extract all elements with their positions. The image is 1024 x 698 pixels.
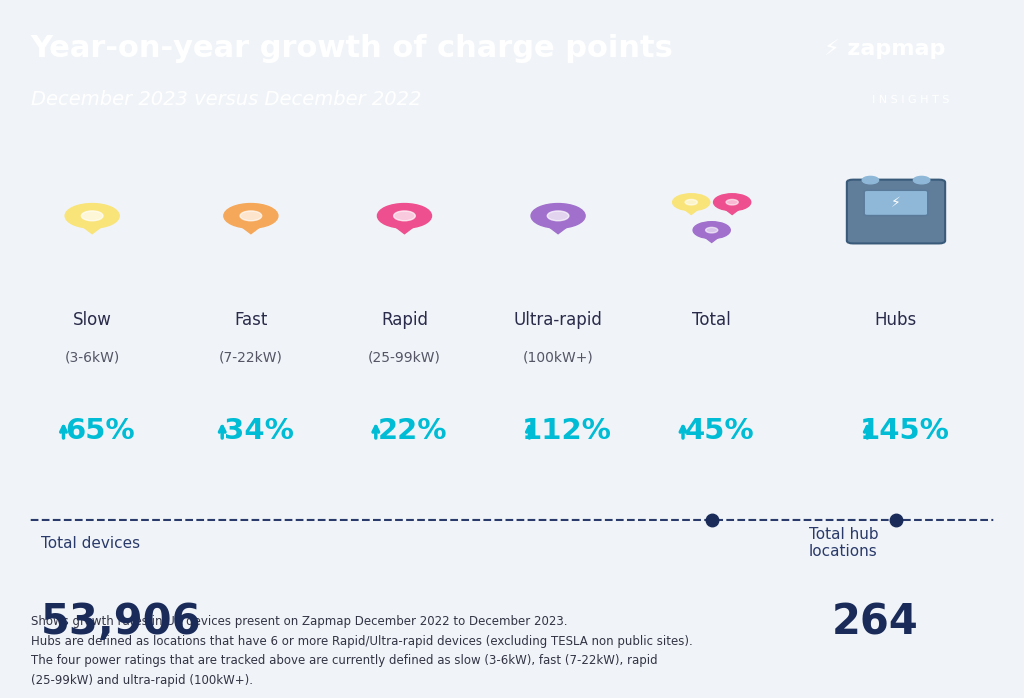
Text: Total: Total <box>692 311 731 329</box>
Text: I N S I G H T S: I N S I G H T S <box>872 95 950 105</box>
Text: Total devices: Total devices <box>41 536 140 551</box>
Circle shape <box>706 228 718 233</box>
FancyBboxPatch shape <box>847 179 945 244</box>
Text: 145%: 145% <box>859 417 949 445</box>
Circle shape <box>240 211 262 221</box>
Text: Shows growth rates in UK devices present on Zapmap December 2022 to December 202: Shows growth rates in UK devices present… <box>31 615 692 687</box>
Circle shape <box>685 200 697 205</box>
Text: ⚡: ⚡ <box>891 196 901 210</box>
Polygon shape <box>535 216 582 234</box>
Text: 53,906: 53,906 <box>41 602 202 644</box>
Text: December 2023 versus December 2022: December 2023 versus December 2022 <box>31 90 421 109</box>
Polygon shape <box>675 202 708 214</box>
Circle shape <box>862 177 879 184</box>
Text: 112%: 112% <box>521 417 611 445</box>
FancyBboxPatch shape <box>864 191 928 216</box>
Circle shape <box>224 204 278 228</box>
Text: (25-99kW): (25-99kW) <box>368 350 441 364</box>
Text: Rapid: Rapid <box>381 311 428 329</box>
Circle shape <box>913 177 930 184</box>
Circle shape <box>531 204 585 228</box>
Circle shape <box>81 211 103 221</box>
Circle shape <box>547 211 569 221</box>
Text: (7-22kW): (7-22kW) <box>219 350 283 364</box>
Text: Total hub
locations: Total hub locations <box>809 527 879 560</box>
Text: Ultra-rapid: Ultra-rapid <box>514 311 602 329</box>
Circle shape <box>726 200 738 205</box>
Polygon shape <box>695 230 728 242</box>
Circle shape <box>66 204 119 228</box>
Text: (100kW+): (100kW+) <box>522 350 594 364</box>
Polygon shape <box>381 216 428 234</box>
Text: 65%: 65% <box>66 417 135 445</box>
Circle shape <box>714 194 751 211</box>
Text: 34%: 34% <box>224 417 294 445</box>
Polygon shape <box>716 202 749 214</box>
Circle shape <box>393 211 416 221</box>
Text: 45%: 45% <box>685 417 755 445</box>
Text: Year-on-year growth of charge points: Year-on-year growth of charge points <box>31 34 674 63</box>
Circle shape <box>673 194 710 211</box>
Text: Hubs: Hubs <box>874 311 918 329</box>
Text: Fast: Fast <box>234 311 267 329</box>
Circle shape <box>378 204 431 228</box>
Text: Slow: Slow <box>73 311 112 329</box>
Text: 22%: 22% <box>378 417 447 445</box>
Circle shape <box>693 222 730 239</box>
Text: (3-6kW): (3-6kW) <box>65 350 120 364</box>
Text: 264: 264 <box>833 602 919 644</box>
Polygon shape <box>69 216 116 234</box>
Text: ⚡ zapmap: ⚡ zapmap <box>824 38 946 59</box>
Polygon shape <box>227 216 274 234</box>
